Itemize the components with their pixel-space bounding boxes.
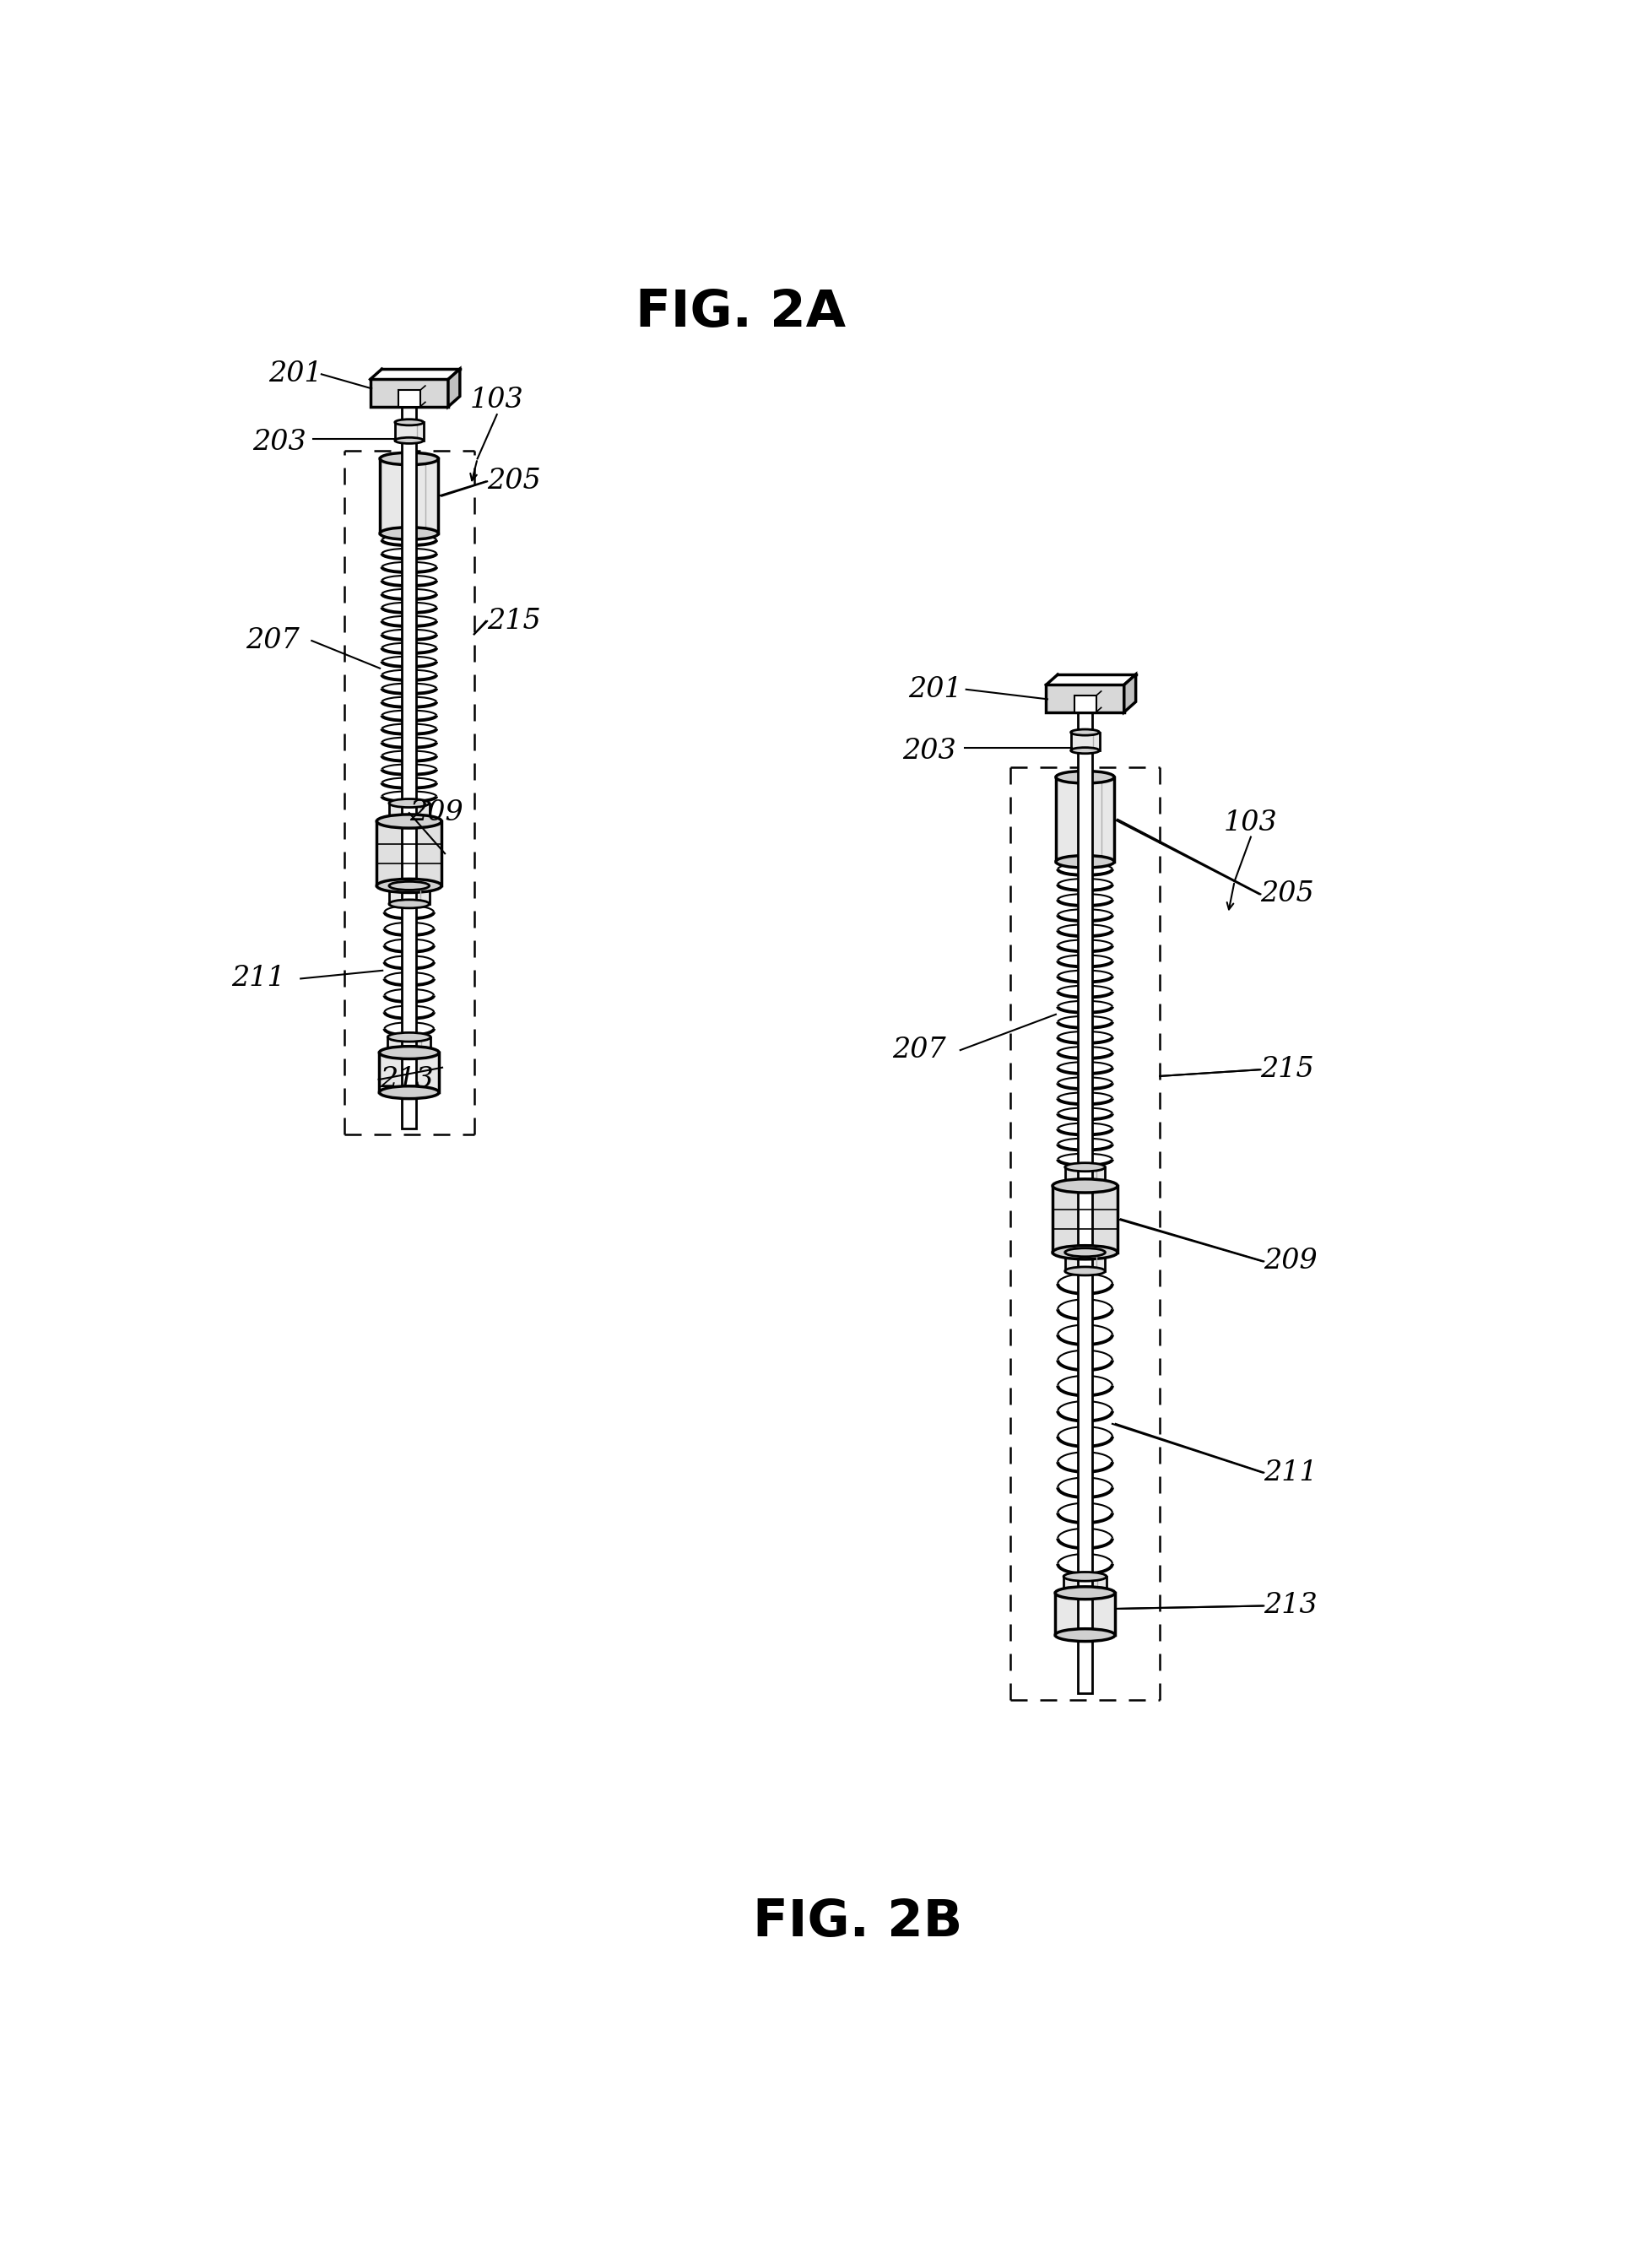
Bar xyxy=(370,379,448,406)
Bar xyxy=(397,390,420,406)
Text: 211: 211 xyxy=(1264,1458,1318,1486)
Text: 207: 207 xyxy=(246,628,300,653)
Ellipse shape xyxy=(376,880,441,894)
Ellipse shape xyxy=(1065,1163,1104,1170)
Ellipse shape xyxy=(1056,1628,1114,1642)
Ellipse shape xyxy=(1070,748,1100,753)
Ellipse shape xyxy=(389,816,430,826)
Ellipse shape xyxy=(1056,855,1114,869)
Bar xyxy=(380,458,438,533)
Ellipse shape xyxy=(1070,730,1100,735)
Text: 215: 215 xyxy=(1261,1057,1315,1084)
Text: 201: 201 xyxy=(909,676,963,703)
Bar xyxy=(1065,1252,1104,1270)
Text: 103: 103 xyxy=(471,386,525,413)
Ellipse shape xyxy=(1064,1572,1106,1581)
Text: 205: 205 xyxy=(1261,880,1315,907)
Ellipse shape xyxy=(380,1046,440,1059)
Text: FIG. 2A: FIG. 2A xyxy=(635,288,845,338)
Bar xyxy=(376,821,441,887)
Bar xyxy=(1065,1168,1104,1186)
Ellipse shape xyxy=(389,882,430,889)
Text: 209: 209 xyxy=(1264,1247,1318,1275)
Bar xyxy=(380,1052,440,1093)
Text: 205: 205 xyxy=(487,467,541,494)
Ellipse shape xyxy=(1065,1182,1104,1191)
Bar xyxy=(389,887,430,905)
Bar xyxy=(1056,778,1114,862)
Bar xyxy=(1070,733,1100,751)
Bar xyxy=(1056,1592,1114,1635)
Text: 203: 203 xyxy=(902,737,956,764)
Text: 201: 201 xyxy=(269,361,323,388)
Text: 213: 213 xyxy=(380,1066,433,1093)
Ellipse shape xyxy=(1052,1179,1117,1193)
Ellipse shape xyxy=(376,814,441,828)
Ellipse shape xyxy=(388,1032,430,1041)
Bar xyxy=(1074,696,1096,712)
Ellipse shape xyxy=(389,798,430,807)
Bar xyxy=(1052,1186,1117,1252)
Polygon shape xyxy=(1124,674,1135,712)
Ellipse shape xyxy=(1065,1268,1104,1275)
Ellipse shape xyxy=(1056,771,1114,782)
Ellipse shape xyxy=(394,420,424,426)
Text: 207: 207 xyxy=(893,1036,946,1064)
Text: FIG. 2B: FIG. 2B xyxy=(753,1898,963,1948)
Text: 103: 103 xyxy=(1223,810,1277,837)
Ellipse shape xyxy=(380,1086,440,1098)
Bar xyxy=(389,803,430,821)
Ellipse shape xyxy=(389,900,430,907)
Text: 215: 215 xyxy=(487,608,541,635)
Bar xyxy=(402,406,417,1127)
Bar xyxy=(1046,685,1124,712)
Ellipse shape xyxy=(1056,1588,1114,1599)
Ellipse shape xyxy=(380,526,438,540)
Text: 203: 203 xyxy=(252,429,306,456)
Bar xyxy=(388,1036,430,1052)
Text: 213: 213 xyxy=(1264,1592,1318,1619)
Ellipse shape xyxy=(1064,1588,1106,1597)
Ellipse shape xyxy=(1052,1245,1117,1259)
Ellipse shape xyxy=(394,438,424,445)
Ellipse shape xyxy=(380,454,438,465)
Polygon shape xyxy=(448,370,459,406)
Ellipse shape xyxy=(388,1048,430,1057)
Bar xyxy=(1078,712,1091,1694)
Bar xyxy=(1064,1576,1106,1592)
Text: 211: 211 xyxy=(231,966,285,991)
Text: 209: 209 xyxy=(409,798,463,826)
Ellipse shape xyxy=(1065,1247,1104,1256)
Bar xyxy=(394,422,424,440)
